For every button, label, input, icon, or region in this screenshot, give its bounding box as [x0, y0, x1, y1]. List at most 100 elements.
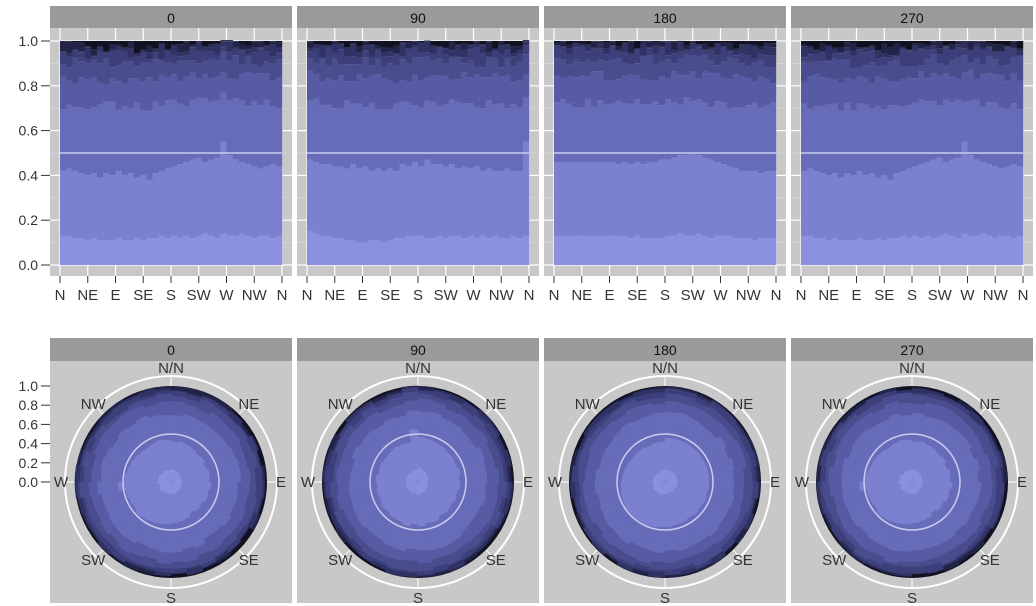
- bar-segment: [251, 41, 258, 48]
- bar-segment: [171, 63, 178, 75]
- bar-segment: [269, 63, 277, 81]
- bar-segment: [498, 41, 505, 42]
- bar-segment: [220, 72, 227, 93]
- bar-segment: [442, 41, 450, 48]
- direction-label: N/N: [899, 360, 925, 377]
- bar-segment: [603, 48, 610, 55]
- bar-segment: [220, 46, 227, 52]
- polar-wedge-segment: [410, 472, 418, 482]
- direction-label: W: [301, 474, 316, 491]
- direction-label: NE: [238, 396, 259, 413]
- bar-segment: [689, 153, 697, 236]
- bar-segment: [912, 166, 919, 236]
- polar-wedge-segment: [912, 469, 917, 482]
- bar-segment: [899, 170, 907, 236]
- bar-segment: [739, 53, 746, 64]
- bar-segment: [374, 240, 382, 265]
- bar-segment: [868, 62, 876, 84]
- bar-segment: [313, 74, 320, 99]
- bar-segment: [66, 104, 73, 169]
- bar-segment: [683, 45, 690, 50]
- bar-segment: [362, 41, 369, 46]
- bar-segment: [411, 41, 419, 46]
- bar-segment: [714, 73, 721, 102]
- bar-segment: [973, 159, 981, 236]
- bar-segment: [905, 50, 913, 52]
- bar-segment: [319, 164, 326, 236]
- bar-segment: [356, 168, 363, 243]
- bar-segment: [554, 102, 561, 162]
- bar-segment: [238, 48, 246, 51]
- bar-segment: [127, 240, 135, 265]
- polar-wedge-segment: [908, 482, 912, 494]
- bar-segment: [1016, 56, 1024, 81]
- bar-segment: [381, 56, 388, 67]
- bar-segment: [695, 45, 703, 48]
- polar-wedge-segment: [620, 482, 665, 498]
- bar-segment: [171, 45, 178, 55]
- bar-segment: [942, 46, 950, 48]
- bar-segment: [307, 70, 314, 101]
- bar-segment: [708, 48, 715, 51]
- bar-segment: [479, 235, 487, 265]
- bar-segment: [171, 235, 178, 265]
- polar-wedge-segment: [900, 482, 912, 489]
- bar-segment: [640, 55, 647, 57]
- bar-segment: [325, 46, 332, 48]
- polar-wedge-segment: [912, 474, 922, 482]
- bar-segment: [183, 76, 190, 107]
- bar-segment: [344, 240, 351, 265]
- bar-segment: [368, 170, 376, 241]
- bar-segment: [356, 57, 363, 65]
- polar-wedge-segment: [418, 482, 429, 486]
- bar-segment: [418, 42, 425, 44]
- bar-segment: [455, 235, 462, 265]
- bar-segment: [214, 76, 221, 101]
- bar-segment: [411, 56, 419, 75]
- bar-segment: [418, 52, 425, 58]
- polar-wedge-segment: [665, 479, 678, 483]
- polar-wedge-segment: [171, 473, 180, 482]
- bar-segment: [683, 50, 690, 55]
- bottom-row-panels: 0.00.20.40.60.81.00N/NNEESESSWWNW90N/NNE…: [19, 338, 1033, 606]
- polar-wedge-segment: [905, 470, 912, 482]
- bar-segment: [103, 240, 110, 265]
- bar-segment: [164, 41, 172, 50]
- bar-segment: [245, 106, 252, 165]
- bar-segment: [510, 53, 517, 57]
- bar-segment: [609, 235, 616, 265]
- bar-segment: [208, 78, 215, 102]
- bar-segment: [461, 43, 468, 50]
- bar-segment: [899, 235, 907, 265]
- bar-segment: [726, 51, 734, 58]
- bar-segment: [189, 159, 196, 239]
- bar-segment: [671, 71, 678, 103]
- y-tick-label: 1.0: [19, 33, 39, 49]
- polar-wedge-segment: [418, 470, 425, 482]
- bar-segment: [393, 103, 400, 171]
- bar-segment: [313, 48, 320, 64]
- bar-segment: [875, 106, 882, 178]
- bar-segment: [689, 55, 697, 72]
- bar-segment: [171, 166, 178, 236]
- x-tick-label: SE: [133, 287, 153, 304]
- bar-segment: [313, 161, 320, 234]
- bar-segment: [862, 65, 870, 79]
- x-tick-label: N: [1018, 287, 1029, 304]
- direction-label: S: [907, 590, 917, 606]
- x-tick-label: S: [660, 287, 670, 304]
- bar-segment: [578, 43, 586, 46]
- bar-segment: [152, 41, 159, 49]
- bar-segment: [473, 66, 480, 75]
- direction-label: N/N: [405, 360, 431, 377]
- facet-strip: [50, 6, 292, 28]
- bar-segment: [658, 47, 666, 61]
- polar-wedge-segment: [418, 474, 460, 483]
- bar-segment: [251, 64, 258, 74]
- bar-segment: [140, 62, 147, 82]
- bar-segment: [522, 41, 530, 46]
- polar-wedge-segment: [160, 473, 171, 482]
- polar-wedge-segment: [407, 482, 418, 491]
- bar-segment: [411, 45, 419, 47]
